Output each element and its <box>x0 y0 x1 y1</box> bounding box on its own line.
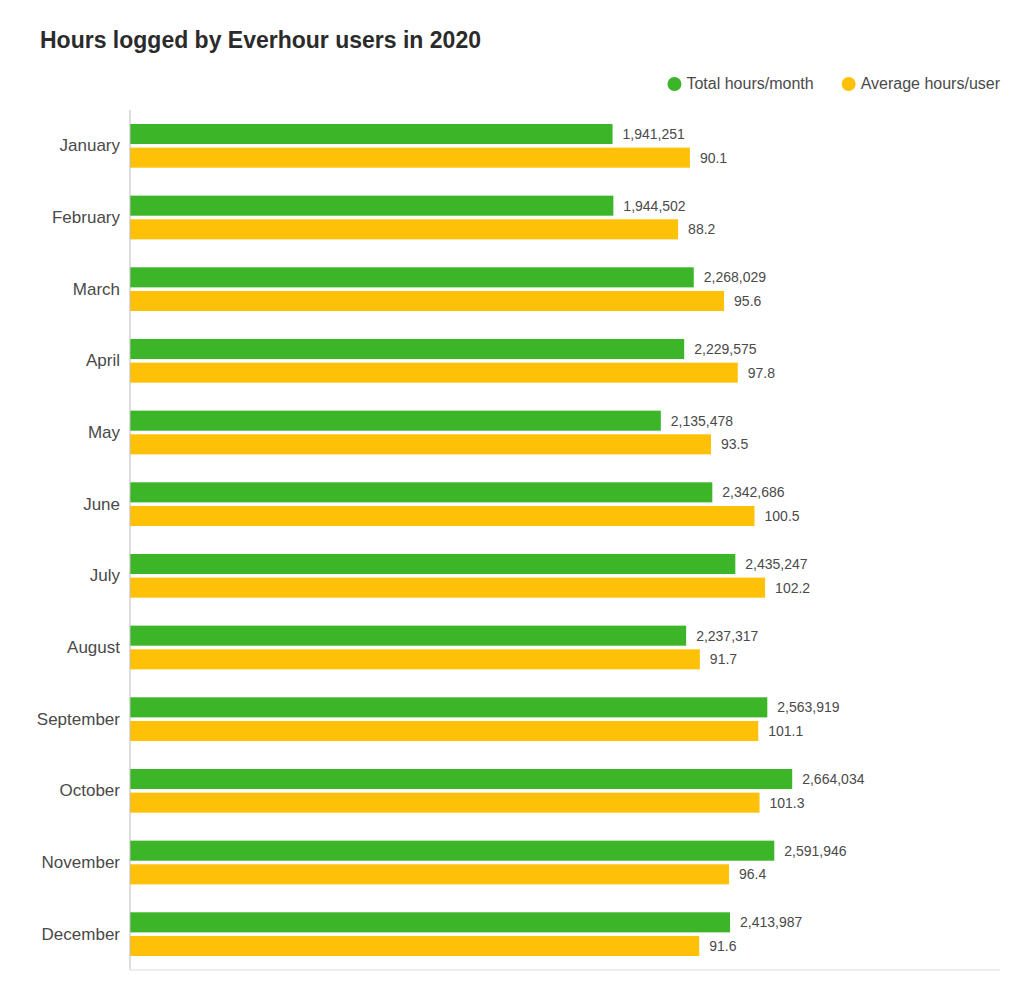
bar <box>130 411 661 431</box>
category-label: January <box>60 136 121 155</box>
bar <box>130 434 711 454</box>
bar <box>130 578 765 598</box>
data-label: 2,563,919 <box>777 699 839 715</box>
bar <box>130 554 735 574</box>
data-label: 91.7 <box>710 651 737 667</box>
bars <box>130 124 792 956</box>
category-label: October <box>60 781 121 800</box>
bar <box>130 721 758 741</box>
data-label: 102.2 <box>775 580 810 596</box>
category-label: November <box>42 853 121 872</box>
legend-swatch <box>667 77 681 91</box>
category-label: August <box>67 638 120 657</box>
data-label: 2,413,987 <box>740 914 802 930</box>
bar <box>130 291 724 311</box>
category-label: February <box>52 208 121 227</box>
bar <box>130 649 700 669</box>
category-label: May <box>88 423 121 442</box>
category-label: June <box>83 495 120 514</box>
bar <box>130 124 613 144</box>
bar <box>130 339 684 359</box>
bar <box>130 148 690 168</box>
legend-label: Average hours/user <box>861 75 1001 92</box>
bar <box>130 864 729 884</box>
bar <box>130 196 613 216</box>
category-label: April <box>86 351 120 370</box>
data-label: 2,229,575 <box>694 341 756 357</box>
data-label: 101.1 <box>768 723 803 739</box>
axis-line <box>130 970 1000 971</box>
title: Hours logged by Everhour users in 2020 <box>40 27 481 53</box>
bar <box>130 482 712 502</box>
category-label: July <box>90 566 121 585</box>
data-label: 2,342,686 <box>722 484 784 500</box>
bar <box>130 912 730 932</box>
bar <box>130 697 767 717</box>
data-label: 2,237,317 <box>696 628 758 644</box>
data-label: 1,944,502 <box>623 198 685 214</box>
category-label: March <box>73 280 120 299</box>
bar <box>130 219 678 239</box>
data-label: 2,591,946 <box>784 843 846 859</box>
data-label: 2,268,029 <box>704 269 766 285</box>
data-label: 1,941,251 <box>623 126 685 142</box>
data-label: 95.6 <box>734 293 761 309</box>
category-label: September <box>37 710 120 729</box>
data-label: 88.2 <box>688 221 715 237</box>
data-label: 96.4 <box>739 866 766 882</box>
data-label: 2,135,478 <box>671 413 733 429</box>
data-label: 91.6 <box>709 938 736 954</box>
bar <box>130 936 699 956</box>
bar <box>130 506 755 526</box>
bar <box>130 626 686 646</box>
data-label: 90.1 <box>700 150 727 166</box>
data-label: 101.3 <box>770 795 805 811</box>
bar <box>130 793 760 813</box>
bar <box>130 363 738 383</box>
chart: Hours logged by Everhour users in 2020 Av… <box>0 0 1024 993</box>
bar <box>130 841 774 861</box>
data-label: 2,664,034 <box>802 771 864 787</box>
axis-line <box>130 110 131 970</box>
bar <box>130 769 792 789</box>
data-label: 2,435,247 <box>745 556 807 572</box>
data-label: 100.5 <box>765 508 800 524</box>
bar <box>130 267 694 287</box>
data-label: 97.8 <box>748 365 775 381</box>
labels: January 1,941,251 90.1 February 1,944,50288.… <box>37 126 865 954</box>
legend-label: Total hours/month <box>686 75 813 92</box>
legend-swatch <box>842 77 856 91</box>
data-label: 93.5 <box>721 436 748 452</box>
legend: Average hours/user Total hours/month <box>667 75 1000 92</box>
category-label: December <box>42 925 121 944</box>
